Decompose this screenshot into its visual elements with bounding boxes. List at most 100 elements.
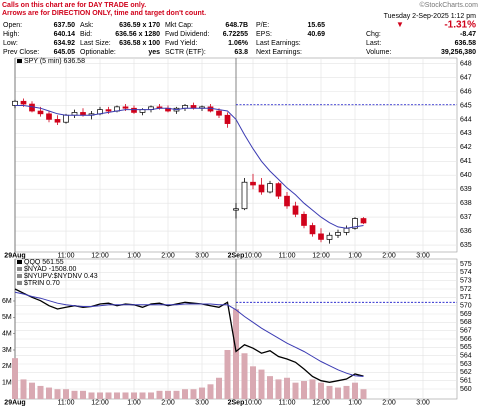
candle-body bbox=[63, 114, 69, 123]
candle-body bbox=[275, 183, 282, 197]
x-tick-label: 1:00 bbox=[348, 399, 362, 406]
quote-value: 648.7B bbox=[225, 22, 248, 29]
quote-date: Tuesday 2-Sep-2025 1:12 pm bbox=[384, 13, 477, 20]
x-tick-label: 3:00 bbox=[195, 252, 209, 259]
candle-body bbox=[37, 110, 44, 115]
volume-bar bbox=[71, 390, 78, 399]
change-percent: -1.31% bbox=[444, 20, 476, 31]
x-tick-label: 2Sep bbox=[228, 399, 245, 406]
legend-swatch bbox=[17, 260, 22, 264]
candle-body bbox=[352, 218, 358, 229]
y-tick-label: 568 bbox=[460, 319, 472, 326]
volume-bar bbox=[326, 385, 333, 399]
candle-body bbox=[343, 227, 350, 233]
quote-label: EPS: bbox=[256, 31, 272, 38]
x-tick-label: 12:00 bbox=[312, 399, 330, 406]
y-tick-label: 646 bbox=[460, 88, 472, 95]
volume-bar bbox=[122, 392, 129, 399]
x-tick-label: 3:00 bbox=[416, 399, 430, 406]
volume-bar bbox=[97, 392, 103, 399]
y-tick-label: 575 bbox=[460, 261, 472, 268]
quote-value: 636.59 x 170 bbox=[119, 22, 160, 29]
y-tick-label: 648 bbox=[460, 60, 472, 67]
volume-bar bbox=[216, 377, 222, 399]
x-tick-label: 10:00 bbox=[244, 399, 262, 406]
volume-bar bbox=[114, 392, 120, 399]
y-tick-label: 636 bbox=[460, 228, 472, 235]
x-tick-label: 12:00 bbox=[91, 399, 109, 406]
summary-value: -8.47 bbox=[460, 31, 476, 38]
y-tick-label: 565 bbox=[460, 344, 472, 351]
summary-value: 39,256,380 bbox=[441, 49, 476, 56]
y-tick-label: 569 bbox=[460, 311, 472, 318]
note: Arrows are for DIRECTION ONLY, time and … bbox=[2, 10, 206, 17]
candle-body bbox=[335, 232, 341, 236]
x-tick-label: 2Sep bbox=[228, 252, 245, 259]
volume-bar bbox=[54, 389, 61, 399]
volume-bar bbox=[267, 376, 273, 399]
volume-bar bbox=[20, 379, 27, 399]
volume-bar bbox=[233, 309, 239, 399]
y-tick-label: 574 bbox=[460, 269, 472, 276]
y-tick-label: 566 bbox=[460, 336, 472, 343]
volume-bar bbox=[12, 358, 18, 399]
y-tick-label: 644 bbox=[460, 116, 472, 123]
candle-body bbox=[224, 114, 231, 124]
legend-entry: $NYAD -1508.00 bbox=[24, 266, 77, 273]
volume-bar bbox=[250, 366, 256, 399]
quote-value: 636.56 x 1280 bbox=[115, 31, 160, 38]
volume-bar bbox=[275, 379, 282, 399]
y-tick-label: 638 bbox=[460, 200, 472, 207]
x-tick-label: 1:00 bbox=[348, 252, 362, 259]
volume-bar bbox=[224, 349, 231, 399]
candle-body bbox=[131, 107, 137, 113]
quote-label: Next Earnings: bbox=[256, 49, 302, 56]
volume-bar bbox=[88, 392, 95, 399]
summary-value: 636.58 bbox=[455, 40, 477, 47]
summary-label: Volume: bbox=[366, 49, 391, 56]
quote-label: Prev Close: bbox=[3, 49, 39, 56]
quote-label: Fwd Yield: bbox=[165, 40, 197, 47]
note: Calls on this chart are for DAY TRADE on… bbox=[2, 2, 146, 9]
y-tick-label: 647 bbox=[460, 74, 472, 81]
y-tick-label: 572 bbox=[460, 286, 472, 293]
candle-body bbox=[122, 106, 129, 109]
volume-bar bbox=[309, 379, 316, 399]
x-tick-label: 12:00 bbox=[312, 252, 330, 259]
volume-bar bbox=[63, 389, 69, 399]
quote-label: Last Size: bbox=[80, 40, 111, 47]
volume-bar bbox=[182, 389, 188, 399]
legend-entry: $NYUPV:$NYDNV 0.43 bbox=[24, 273, 98, 280]
quote-value: 1.06% bbox=[228, 40, 249, 47]
volume-bar bbox=[292, 382, 299, 399]
quote-label: Bid: bbox=[80, 31, 92, 38]
quote-label: Low: bbox=[3, 40, 18, 47]
quote-label: Ask: bbox=[80, 22, 94, 29]
quote-value: 634.92 bbox=[54, 40, 76, 47]
volume-bar bbox=[343, 385, 350, 399]
y-tick-label: 562 bbox=[460, 369, 472, 376]
candle-body bbox=[284, 195, 290, 207]
quote-label: Fwd Dividend: bbox=[165, 31, 209, 38]
candle-body bbox=[292, 205, 299, 215]
x-tick-label: 2:00 bbox=[382, 399, 396, 406]
y-tick-label: 563 bbox=[460, 361, 472, 368]
y-tick-label: 639 bbox=[460, 186, 472, 193]
quote-label: Open: bbox=[3, 22, 22, 29]
candle-body bbox=[301, 213, 307, 226]
candle-body bbox=[46, 113, 52, 120]
quote-value: 637.50 bbox=[54, 22, 76, 29]
quote-label: High: bbox=[3, 31, 19, 38]
legend-entry: $TRIN 0.70 bbox=[24, 280, 60, 287]
x-tick-label: 1:00 bbox=[127, 399, 141, 406]
x-tick-label: 11:00 bbox=[58, 399, 75, 406]
candle-body bbox=[360, 218, 367, 224]
y2-tick-label: 3M bbox=[2, 347, 12, 354]
y-tick-label: 642 bbox=[460, 144, 472, 151]
legend-swatch bbox=[17, 59, 22, 63]
quote-label: Mkt Cap: bbox=[165, 22, 193, 29]
x-tick-label: 2:00 bbox=[161, 252, 175, 259]
quote-value: 40.69 bbox=[307, 31, 325, 38]
volume-bar bbox=[190, 389, 197, 399]
